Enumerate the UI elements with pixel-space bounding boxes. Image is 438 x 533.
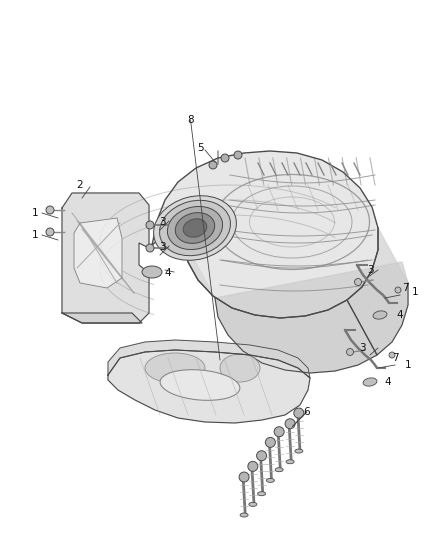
Ellipse shape bbox=[175, 213, 215, 244]
Circle shape bbox=[346, 349, 353, 356]
Polygon shape bbox=[108, 340, 310, 378]
Ellipse shape bbox=[295, 449, 303, 453]
Circle shape bbox=[46, 206, 54, 214]
Circle shape bbox=[285, 419, 295, 429]
Ellipse shape bbox=[258, 492, 265, 496]
Text: 4: 4 bbox=[165, 268, 171, 278]
Text: 2: 2 bbox=[77, 180, 83, 190]
Circle shape bbox=[389, 352, 395, 358]
Circle shape bbox=[294, 408, 304, 418]
Ellipse shape bbox=[240, 513, 248, 517]
Ellipse shape bbox=[363, 378, 377, 386]
Circle shape bbox=[146, 244, 154, 252]
Text: 6: 6 bbox=[303, 407, 310, 417]
Ellipse shape bbox=[249, 503, 257, 506]
Polygon shape bbox=[185, 243, 377, 373]
Polygon shape bbox=[152, 151, 378, 318]
Circle shape bbox=[354, 279, 361, 286]
Text: 3: 3 bbox=[159, 242, 165, 252]
Circle shape bbox=[248, 462, 258, 471]
Text: 7: 7 bbox=[392, 353, 398, 363]
Text: 7: 7 bbox=[402, 283, 408, 293]
Ellipse shape bbox=[145, 353, 205, 383]
Text: 1: 1 bbox=[412, 287, 418, 297]
Ellipse shape bbox=[220, 354, 260, 382]
Ellipse shape bbox=[160, 370, 240, 400]
Polygon shape bbox=[347, 228, 408, 355]
Polygon shape bbox=[62, 313, 142, 323]
Circle shape bbox=[46, 228, 54, 236]
Ellipse shape bbox=[275, 468, 283, 472]
Ellipse shape bbox=[142, 266, 162, 278]
Circle shape bbox=[221, 154, 229, 162]
Text: 3: 3 bbox=[367, 265, 373, 275]
Ellipse shape bbox=[286, 460, 294, 464]
Text: 3: 3 bbox=[159, 217, 165, 227]
Circle shape bbox=[395, 287, 401, 293]
Ellipse shape bbox=[266, 479, 274, 482]
Text: 4: 4 bbox=[397, 310, 403, 320]
Circle shape bbox=[257, 451, 267, 461]
Circle shape bbox=[265, 438, 276, 447]
Text: 1: 1 bbox=[405, 360, 411, 370]
Circle shape bbox=[209, 161, 217, 169]
Text: 4: 4 bbox=[385, 377, 391, 387]
Circle shape bbox=[234, 151, 242, 159]
Text: 1: 1 bbox=[32, 230, 38, 240]
Polygon shape bbox=[108, 350, 310, 423]
Ellipse shape bbox=[373, 311, 387, 319]
Text: 8: 8 bbox=[187, 115, 194, 125]
Text: 3: 3 bbox=[359, 343, 365, 353]
Polygon shape bbox=[74, 218, 122, 288]
Polygon shape bbox=[62, 193, 149, 323]
Text: 5: 5 bbox=[197, 143, 203, 153]
Ellipse shape bbox=[159, 200, 230, 256]
Text: 1: 1 bbox=[32, 208, 38, 218]
Circle shape bbox=[146, 221, 154, 229]
Circle shape bbox=[239, 472, 249, 482]
Ellipse shape bbox=[167, 206, 223, 249]
Ellipse shape bbox=[183, 219, 207, 237]
Circle shape bbox=[274, 427, 284, 437]
Polygon shape bbox=[215, 262, 408, 373]
Ellipse shape bbox=[154, 196, 237, 260]
